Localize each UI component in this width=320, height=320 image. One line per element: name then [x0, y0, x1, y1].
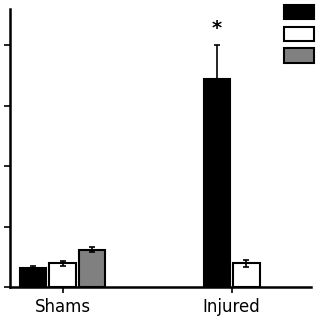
Bar — [233, 263, 260, 287]
Bar — [49, 263, 76, 287]
Bar — [79, 250, 106, 287]
Bar — [204, 79, 230, 287]
Text: *: * — [212, 19, 222, 38]
Legend: , , : , , — [282, 4, 317, 65]
Bar — [20, 268, 46, 287]
